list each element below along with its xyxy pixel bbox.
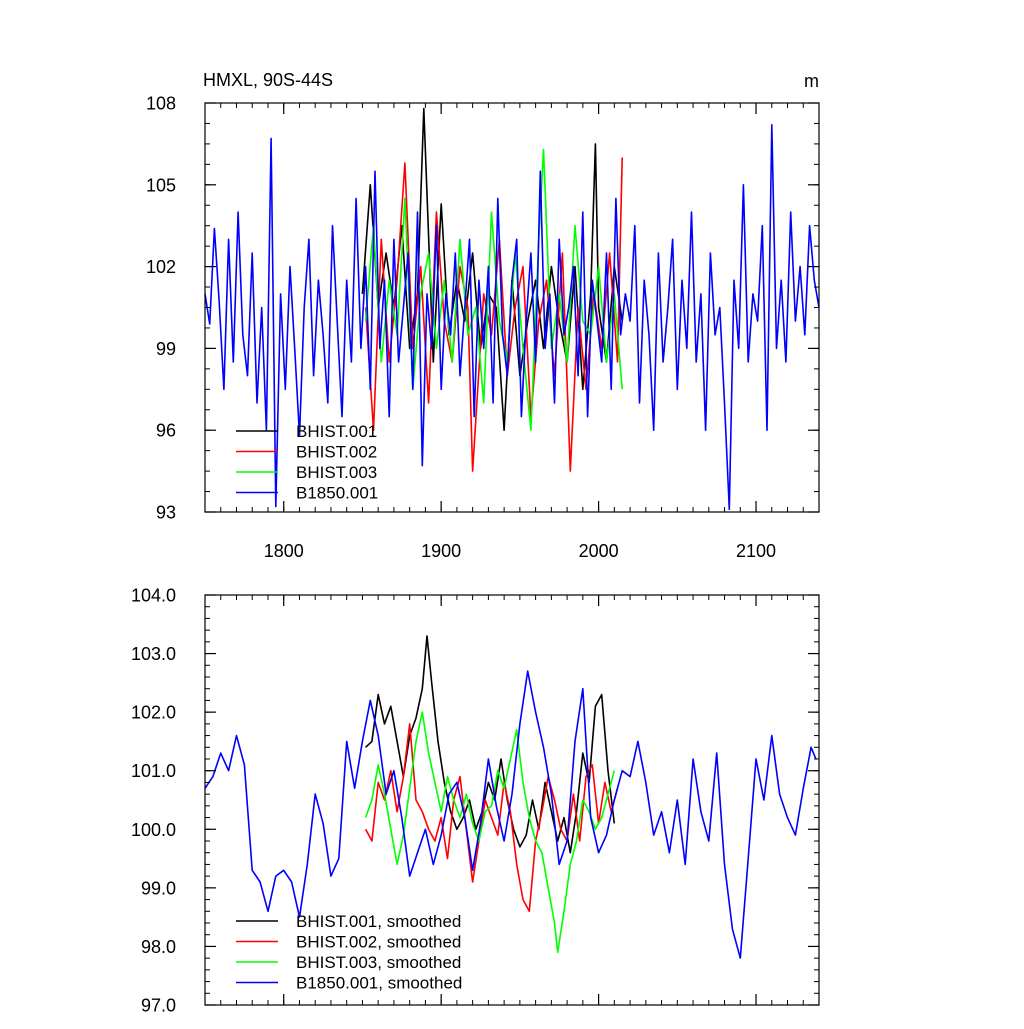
top-panel-title: HMXL, 90S-44S bbox=[203, 70, 333, 90]
y-tick-label: 100.0 bbox=[131, 820, 176, 840]
legend: BHIST.001, smoothed BHIST.002, smoothedBH… bbox=[236, 912, 462, 993]
x-tick-label: 1900 bbox=[421, 541, 461, 561]
y-tick-label: 102.0 bbox=[131, 703, 176, 723]
series-group bbox=[204, 107, 820, 511]
y-tick-label: 105 bbox=[146, 175, 176, 195]
y-tick-label: 99 bbox=[156, 339, 176, 359]
legend-label: BHIST.002 bbox=[296, 443, 377, 462]
legend-label: B1850.001 bbox=[296, 484, 378, 503]
series-line-bhist-001 bbox=[365, 635, 616, 854]
legend-label: BHIST.002, smoothed bbox=[296, 933, 461, 952]
y-tick-label: 102 bbox=[146, 257, 176, 277]
top-panel-units: m bbox=[804, 71, 819, 91]
y-tick-label: 108 bbox=[146, 94, 176, 114]
legend-label: BHIST.003, smoothed bbox=[296, 953, 461, 972]
legend-label: B1850.001, smoothed bbox=[296, 974, 462, 993]
top-panel: 1800 1900 2000 2100 93 96 99 102 105 108 BHIST.001… bbox=[146, 94, 820, 561]
legend-label: BHIST.003 bbox=[296, 463, 377, 482]
bottom-panel: 97.0 98.0 99.0 100.0 101.0 102.0 103.0 104.0 BHI… bbox=[131, 586, 820, 1016]
axis-ticks: 97.0 98.0 99.0 100.0 101.0 102.0 103.0 104.0 bbox=[131, 586, 820, 1016]
x-tick-label: 1800 bbox=[264, 541, 304, 561]
plot-frame bbox=[204, 594, 820, 1006]
y-tick-label: 96 bbox=[156, 421, 176, 441]
y-tick-label: 93 bbox=[156, 503, 176, 523]
y-tick-label: 98.0 bbox=[141, 937, 176, 957]
series-line-b1850-001 bbox=[204, 124, 820, 511]
y-tick-label: 99.0 bbox=[141, 878, 176, 898]
y-tick-label: 104.0 bbox=[131, 586, 176, 606]
series-line-b1850-001 bbox=[204, 670, 817, 959]
x-tick-label: 2100 bbox=[736, 541, 776, 561]
y-tick-label: 101.0 bbox=[131, 761, 176, 781]
series-group bbox=[204, 635, 817, 959]
series-line-bhist-002 bbox=[364, 723, 619, 913]
legend-label: BHIST.001, smoothed bbox=[296, 912, 461, 931]
axis-ticks: 1800 1900 2000 2100 93 96 99 102 105 108 bbox=[146, 94, 820, 561]
y-tick-label: 103.0 bbox=[131, 644, 176, 664]
legend-label: BHIST.001 bbox=[296, 422, 377, 441]
series-line-bhist-003 bbox=[364, 711, 616, 954]
y-tick-label: 97.0 bbox=[141, 996, 176, 1016]
x-tick-label: 2000 bbox=[579, 541, 619, 561]
